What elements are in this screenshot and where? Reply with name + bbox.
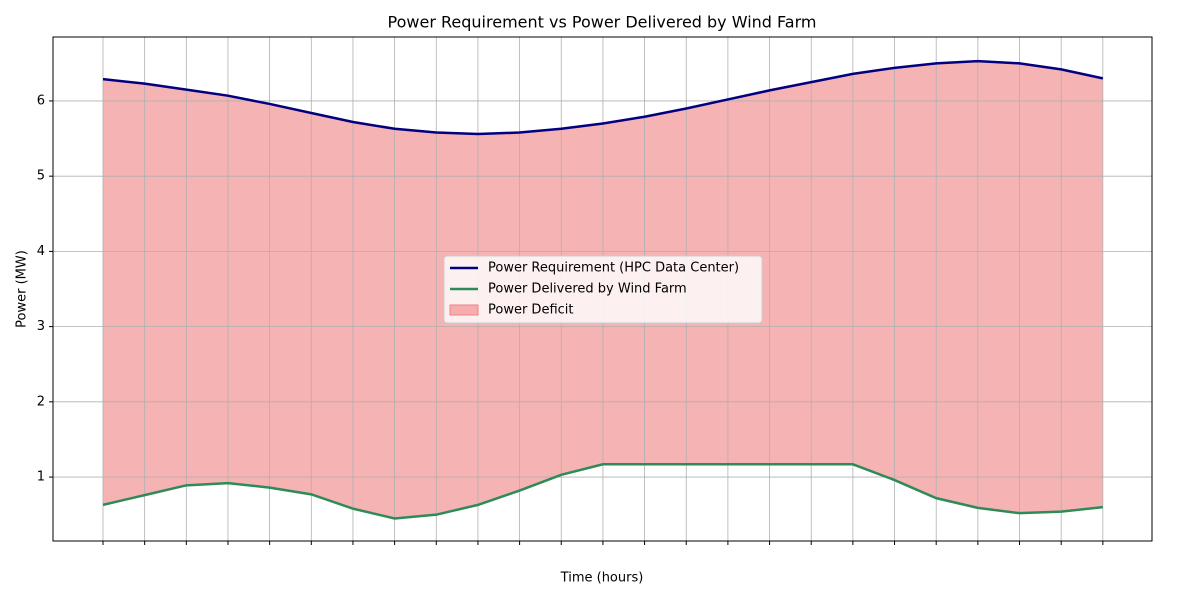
legend-label: Power Delivered by Wind Farm — [488, 282, 687, 297]
y-tick-label: 1 — [37, 470, 45, 485]
series-line — [102, 59, 1104, 136]
y-tick-label: 6 — [37, 93, 45, 108]
legend-label: Power Requirement (HPC Data Center) — [488, 261, 739, 276]
plot-frame — [52, 36, 1153, 542]
chart-title: Power Requirement vs Power Delivered by … — [388, 13, 817, 32]
y-axis-title: Power (MW) — [15, 250, 30, 328]
y-tick-label: 3 — [37, 319, 45, 334]
y-tick-label: 4 — [37, 244, 45, 259]
x-axis-title: Time (hours) — [560, 571, 644, 586]
legend-box — [443, 255, 763, 324]
legend-swatch — [449, 304, 479, 316]
legend-label: Power Deficit — [488, 303, 574, 318]
y-tick-label: 2 — [37, 394, 45, 409]
legend: Power Requirement (HPC Data Center) Power… — [443, 255, 763, 324]
series-line — [102, 463, 1103, 520]
y-tick-label: 5 — [37, 169, 45, 184]
